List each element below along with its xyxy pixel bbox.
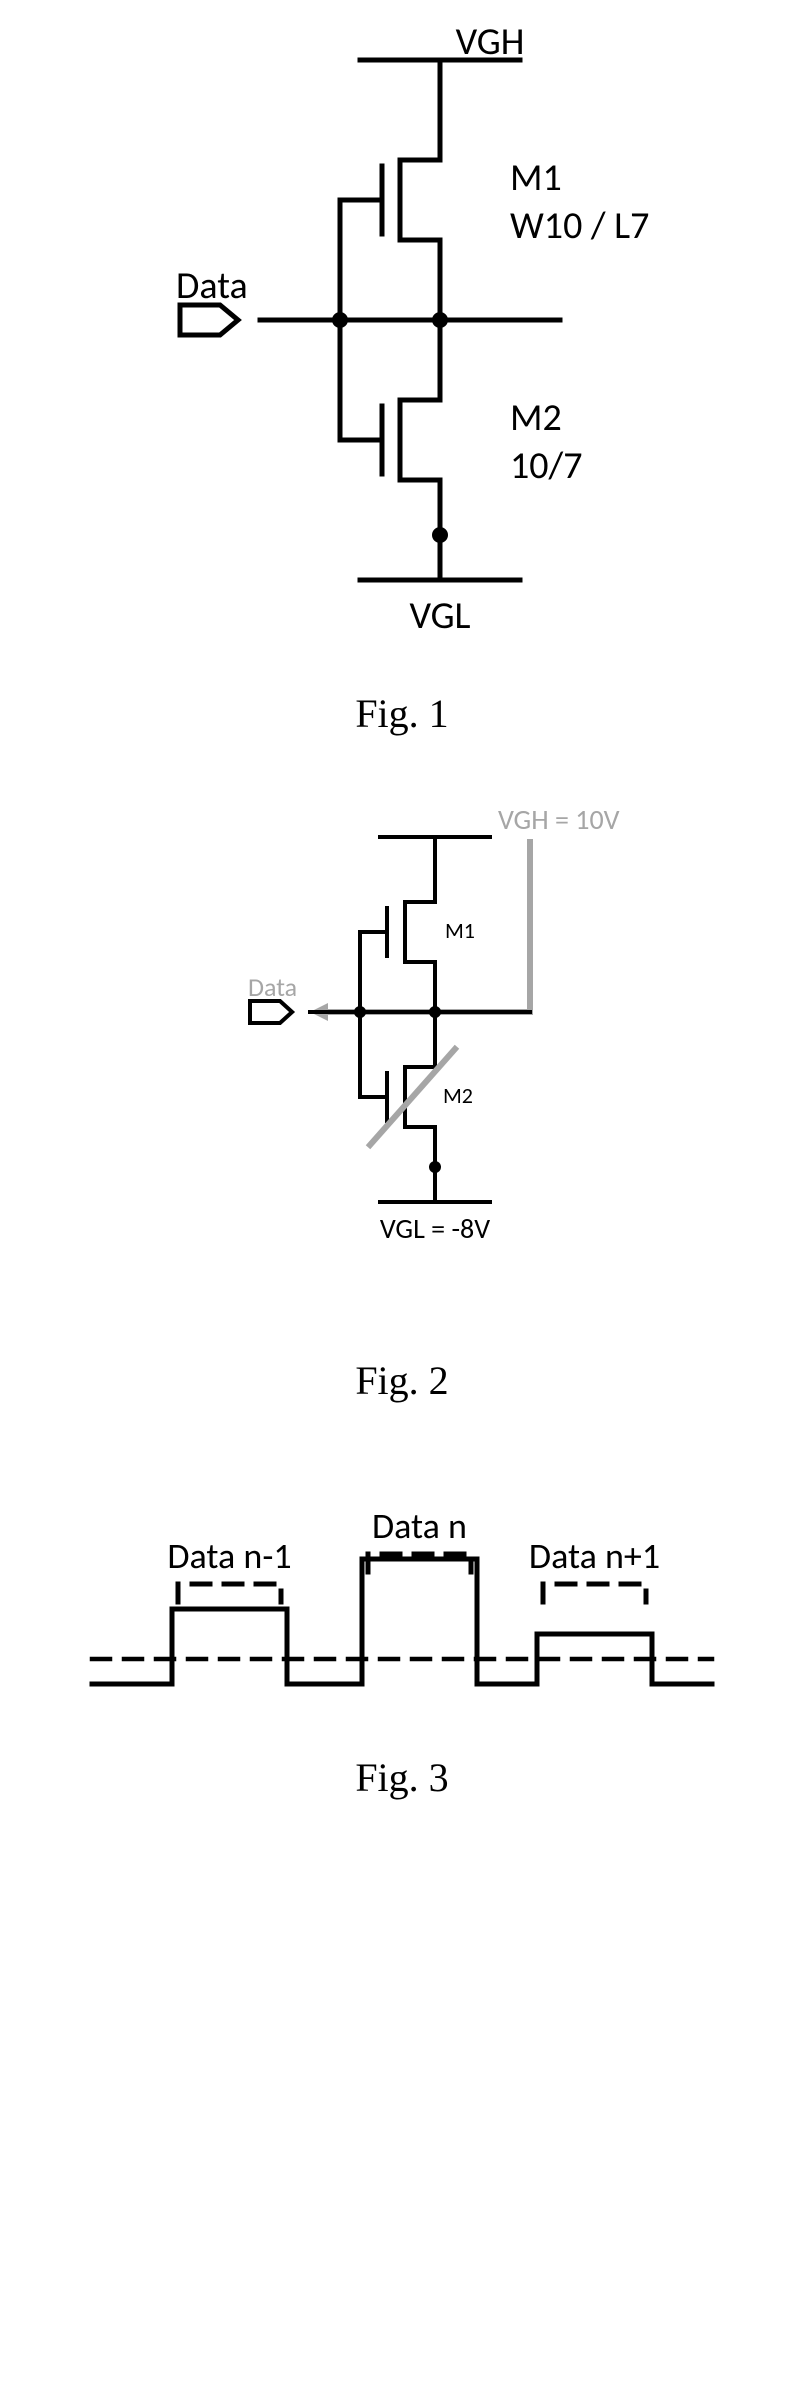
svg-text:VGH: VGH [456,20,525,65]
svg-text:W10 / L7: W10 / L7 [510,203,649,249]
svg-text:Data n+1: Data n+1 [529,1534,660,1578]
figure-1: VGH M1W10 / L7 Data M210/7 VGL Fig. 1 [0,20,804,737]
svg-text:VGL: VGL [409,593,470,639]
figure-3: Data n-1 Data n Data n+1 Fig. 3 [0,1464,804,1801]
fig2-caption: Fig. 2 [0,1357,804,1404]
svg-text:M1: M1 [445,917,475,944]
svg-text:Data: Data [248,971,297,1003]
fig3-svg: Data n-1 Data n Data n+1 [52,1464,752,1744]
svg-text:Data: Data [176,263,248,309]
svg-text:M2: M2 [510,395,562,441]
svg-text:M2: M2 [443,1082,473,1109]
fig1-svg: VGH M1W10 / L7 Data M210/7 VGL [80,20,720,660]
fig2-svg: VGH = 10V M1 Data M2 VGL = -8V [160,797,660,1257]
svg-text:M1: M1 [510,155,562,201]
svg-text:VGH = 10V: VGH = 10V [498,802,620,837]
fig3-caption: Fig. 3 [0,1754,804,1801]
fig1-caption: Fig. 1 [0,690,804,737]
svg-text:VGL = -8V: VGL = -8V [380,1211,490,1246]
svg-text:Data n: Data n [372,1504,467,1548]
figure-2: VGH = 10V M1 Data M2 VGL = -8V Fig. 2 [0,797,804,1404]
svg-text:Data n-1: Data n-1 [167,1534,291,1578]
svg-text:10/7: 10/7 [510,443,582,489]
